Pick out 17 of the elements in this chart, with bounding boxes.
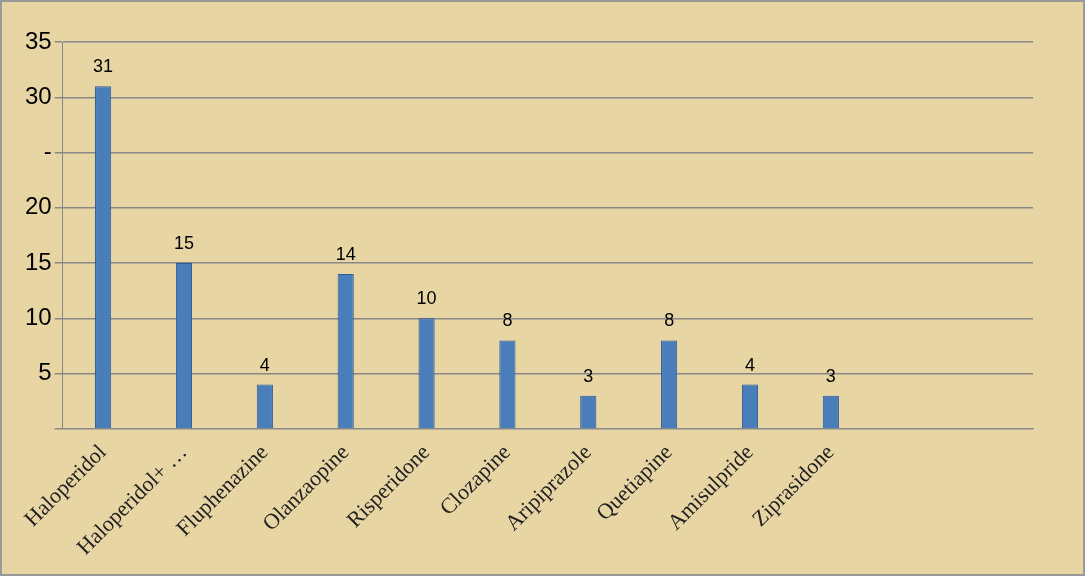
data-label: 3 (825, 365, 836, 386)
data-label: 15 (173, 233, 194, 253)
data-label: 8 (502, 310, 513, 331)
y-tick-label: 5 (38, 358, 52, 386)
y-tick-label: 30 (24, 81, 52, 109)
y-tick-label: - (43, 137, 52, 165)
y-tick-label: 10 (24, 302, 52, 330)
data-label: 4 (259, 354, 270, 375)
y-tick-label: 15 (24, 247, 52, 275)
data-label: 8 (664, 310, 675, 331)
y-tick-label: 20 (24, 192, 52, 220)
data-label: 10 (416, 288, 437, 309)
data-label: 3 (583, 365, 594, 386)
y-tick-label: 35 (24, 26, 52, 54)
data-label: 14 (335, 244, 356, 265)
data-label: 31 (93, 56, 114, 77)
data-label: 4 (744, 354, 755, 375)
